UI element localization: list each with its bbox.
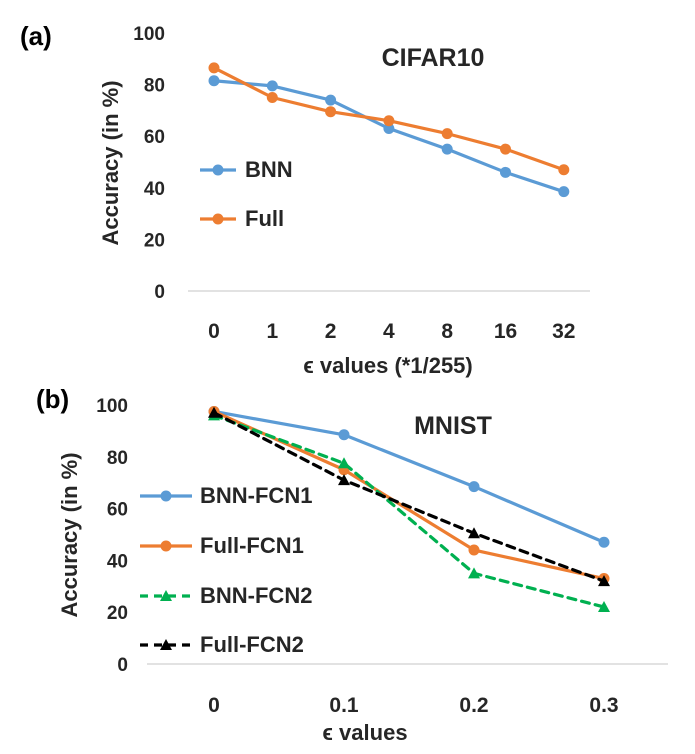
legend-label: Full-FCN1 bbox=[200, 533, 304, 558]
legend-label: Full-FCN2 bbox=[200, 632, 304, 657]
y-tick-label-b: 100 bbox=[96, 396, 128, 417]
legend-swatch-marker bbox=[212, 164, 224, 176]
x-axis-label-a: ϵ values (*1/255) bbox=[303, 353, 473, 378]
legend-item-full: Full bbox=[200, 206, 284, 231]
y-tick-label-a: 60 bbox=[144, 127, 165, 148]
data-point-full bbox=[266, 92, 278, 103]
series-line-bnn-fcn1 bbox=[212, 409, 606, 544]
data-point-full-fcn2 bbox=[468, 527, 480, 539]
data-point-bnn bbox=[558, 186, 570, 198]
data-point-bnn bbox=[441, 143, 453, 155]
panel-label-b: (b) bbox=[36, 384, 69, 414]
x-tick-label-b: 0 bbox=[208, 694, 220, 717]
data-point-full bbox=[558, 164, 570, 176]
x-axis-label-b: ϵ values bbox=[322, 720, 407, 745]
legend-swatch-marker bbox=[160, 490, 172, 502]
y-tick-label-a: 20 bbox=[144, 230, 165, 251]
y-tick-label-a: 40 bbox=[144, 179, 165, 200]
legend-item-bnn: BNN bbox=[200, 157, 293, 182]
data-point-bnn bbox=[266, 80, 278, 92]
data-point-bnn-fcn2 bbox=[468, 567, 480, 579]
data-point-full-fcn1 bbox=[468, 544, 480, 556]
y-axis-label-b: Accuracy (in %) bbox=[57, 452, 82, 617]
data-point-full bbox=[500, 143, 511, 155]
series-full-fcn2 bbox=[208, 406, 610, 587]
y-tick-label-b: 60 bbox=[107, 500, 128, 521]
data-point-bnn-fcn2 bbox=[338, 457, 350, 469]
legend-swatch-marker bbox=[212, 213, 224, 225]
x-tick-label-b: 0.1 bbox=[329, 694, 359, 717]
legend-item-bnn-fcn1: BNN-FCN1 bbox=[140, 483, 312, 508]
y-tick-label-a: 0 bbox=[154, 282, 165, 303]
data-point-full-fcn2 bbox=[598, 575, 610, 587]
legend-swatch-marker bbox=[160, 540, 172, 552]
y-tick-label-a: 80 bbox=[144, 76, 165, 97]
x-tick-label-a: 2 bbox=[325, 320, 337, 343]
data-point-bnn bbox=[383, 122, 395, 134]
x-tick-label-b: 0.3 bbox=[589, 694, 618, 717]
x-tick-label-a: 8 bbox=[441, 320, 453, 343]
y-tick-label-b: 20 bbox=[107, 603, 128, 624]
legend-label: BNN-FCN1 bbox=[200, 483, 312, 508]
data-point-bnn-fcn1 bbox=[598, 536, 610, 548]
y-tick-label-a: 100 bbox=[133, 24, 165, 45]
data-point-full bbox=[441, 128, 453, 140]
legend-item-full-fcn1: Full-FCN1 bbox=[140, 533, 304, 558]
data-point-bnn-fcn1 bbox=[338, 429, 350, 441]
data-point-full-fcn2 bbox=[208, 406, 220, 418]
legend-label: Full bbox=[245, 206, 284, 231]
legend-swatch-marker bbox=[160, 639, 172, 650]
data-point-bnn bbox=[500, 166, 511, 178]
x-tick-label-b: 0.2 bbox=[459, 694, 488, 717]
series-full bbox=[208, 62, 570, 176]
chart-title-b: MNIST bbox=[414, 412, 492, 440]
legend-swatch-marker bbox=[160, 590, 172, 601]
data-point-full bbox=[208, 62, 220, 74]
y-tick-label-b: 40 bbox=[107, 551, 128, 572]
y-tick-label-b: 0 bbox=[117, 655, 128, 676]
chart-title-a: CIFAR10 bbox=[382, 44, 485, 72]
x-tick-label-a: 32 bbox=[552, 320, 575, 343]
data-point-full bbox=[325, 106, 337, 118]
x-tick-label-a: 0 bbox=[208, 320, 220, 343]
chart-panel-a: (a) CIFAR10 Accuracy (in %) ϵ values (*1… bbox=[20, 21, 590, 378]
x-tick-label-a: 1 bbox=[266, 320, 278, 343]
series-bnn-fcn1 bbox=[208, 405, 610, 548]
data-point-bnn bbox=[208, 75, 220, 87]
data-point-bnn-fcn2 bbox=[598, 601, 610, 613]
data-point-bnn-fcn1 bbox=[468, 481, 480, 493]
legend-label: BNN-FCN2 bbox=[200, 583, 312, 608]
series-line-full-fcn2 bbox=[212, 411, 606, 583]
panel-label-a: (a) bbox=[20, 21, 52, 51]
legend-item-bnn-fcn2: BNN-FCN2 bbox=[140, 583, 312, 608]
legend-label: BNN bbox=[245, 157, 293, 182]
x-tick-label-a: 4 bbox=[383, 320, 395, 343]
y-tick-label-b: 80 bbox=[107, 448, 128, 469]
series-line-bnn-fcn2 bbox=[212, 413, 606, 609]
data-point-full bbox=[383, 115, 395, 127]
data-point-bnn bbox=[325, 94, 337, 106]
chart-panel-b: (b) MNIST Accuracy (in %) ϵ values 0 20 40… bbox=[36, 384, 668, 745]
y-axis-label-a: Accuracy (in %) bbox=[98, 80, 123, 245]
x-tick-label-a: 16 bbox=[494, 320, 517, 343]
data-point-full-fcn2 bbox=[338, 474, 350, 486]
series-bnn bbox=[208, 75, 570, 198]
legend-item-full-fcn2: Full-FCN2 bbox=[140, 632, 304, 657]
